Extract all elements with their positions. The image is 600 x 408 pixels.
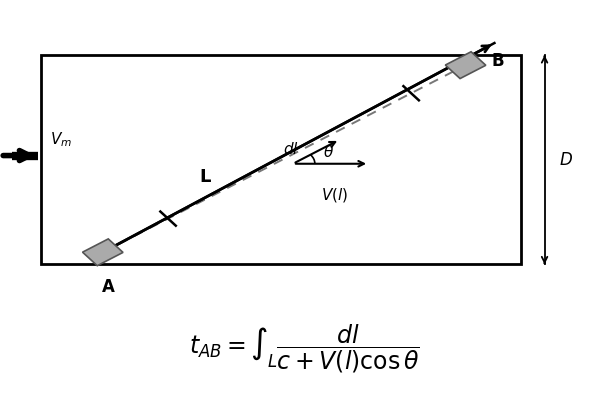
Polygon shape — [83, 239, 123, 266]
Polygon shape — [445, 52, 486, 79]
Text: $D$: $D$ — [559, 151, 573, 169]
Text: A: A — [102, 278, 115, 297]
Text: $dl$: $dl$ — [283, 141, 299, 157]
Text: $\theta$: $\theta$ — [323, 144, 334, 160]
Text: $V_m$: $V_m$ — [50, 130, 72, 149]
Text: $t_{AB} = \int_L \dfrac{dl}{c + V(l)\cos\theta}$: $t_{AB} = \int_L \dfrac{dl}{c + V(l)\cos… — [189, 323, 420, 375]
Text: B: B — [492, 52, 505, 70]
Bar — [41, 55, 521, 264]
Text: $\mathbf{L}$: $\mathbf{L}$ — [199, 168, 212, 186]
Text: $V(l)$: $V(l)$ — [321, 186, 349, 204]
